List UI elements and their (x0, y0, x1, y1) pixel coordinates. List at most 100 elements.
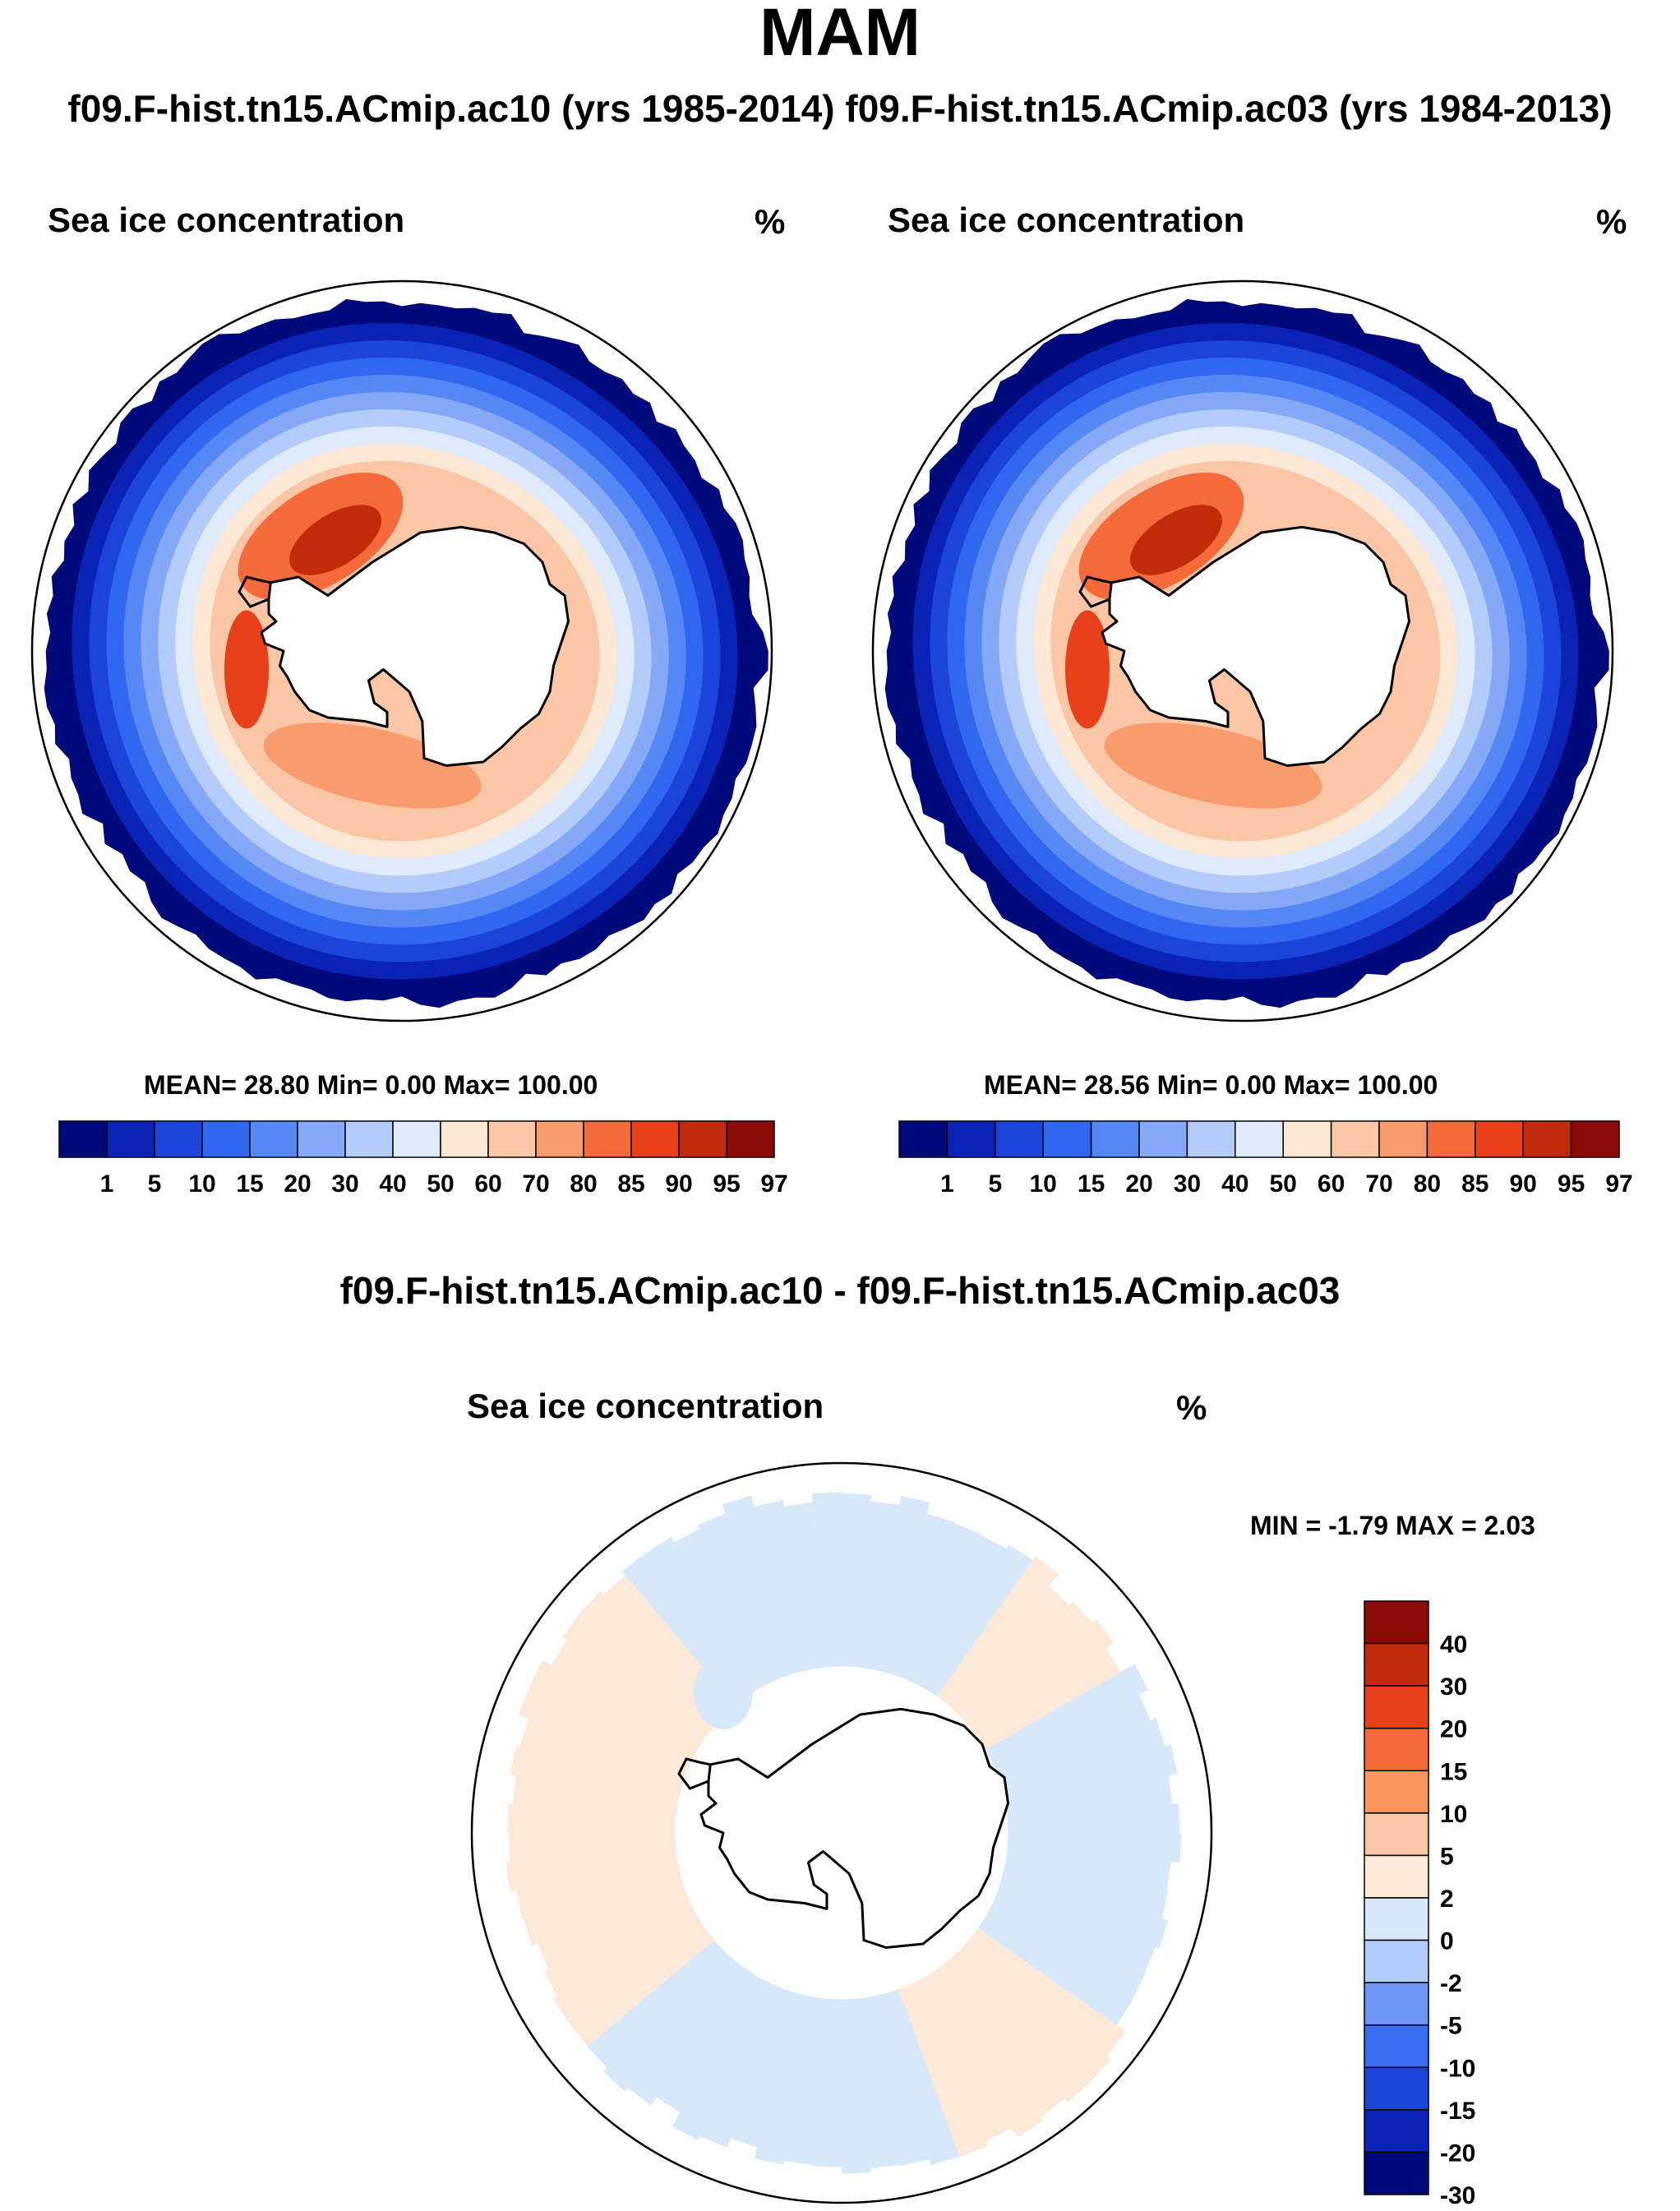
panel2-colorbar-box-12 (1475, 1120, 1524, 1158)
panel1-map-frame (30, 279, 773, 1022)
panel2-colorbar-box-9 (1330, 1120, 1380, 1158)
panel2-colorbar-label-14: 97 (1605, 1170, 1632, 1198)
panel2-colorbar: 1 5 10 15 20 30 40 50 60 70 80 85 90 95 97 (898, 1120, 1633, 1198)
panel3-sector-53 (811, 1492, 842, 1668)
panel3-colorbar-box-2 (1364, 1685, 1429, 1729)
panel1-colorbar-box-3 (201, 1120, 251, 1158)
panel2-colorbar-label-11: 85 (1461, 1170, 1488, 1198)
panel3-sector-48 (673, 1529, 772, 1689)
panel2-colorbar-label-0: 1 (940, 1170, 954, 1198)
panel1-colorbar-label-5: 30 (331, 1170, 358, 1198)
panel1-antarctica-outline (260, 525, 570, 767)
panel1-bellingshausen-high (224, 610, 269, 729)
panel2-antarctica-outline (1101, 525, 1410, 767)
panel2-colorbar-label-9: 70 (1365, 1170, 1392, 1198)
panel3-sector-20 (754, 1993, 813, 2165)
panel3-sector-35 (508, 1833, 676, 1863)
panel2-colorbar-label-3: 15 (1078, 1170, 1105, 1198)
panel2-colorbar-box-6 (1186, 1120, 1236, 1158)
panel3-colorbar-box-7 (1364, 1897, 1429, 1941)
panel3-sector-64 (969, 1619, 1115, 1738)
panel3-sector-6 (977, 1916, 1133, 2026)
panel3-colorbar-box-5 (1364, 1812, 1429, 1857)
panel3-sector-1 (1005, 1847, 1171, 1890)
panel2-colorbar-box-3 (1042, 1120, 1092, 1158)
panel2-colorbar-label-2: 10 (1030, 1170, 1057, 1198)
panel2-colorbar-box-10 (1378, 1120, 1428, 1158)
panel3-colorbar-box-8 (1364, 1939, 1429, 1983)
panel1-colorbar-label-8: 60 (474, 1170, 501, 1198)
panel1-colorbar-box-4 (249, 1120, 298, 1158)
panel3-sector-16 (856, 1996, 901, 2169)
panel2-peninsula-outline (1078, 575, 1112, 608)
panel2-colorbar-box-5 (1138, 1120, 1188, 1158)
panel1-colorbar-label-3: 15 (236, 1170, 263, 1198)
panel3-sector-59 (912, 1535, 1006, 1689)
panel3-sector-42 (551, 1640, 706, 1750)
panel2-colorbar-box-8 (1282, 1120, 1332, 1158)
panel1-colorbar-label-0: 1 (100, 1170, 114, 1198)
panel2-colorbar-box-13 (1522, 1120, 1572, 1158)
panel3-sector-49 (698, 1513, 785, 1682)
panel3-sector-19 (783, 1996, 828, 2165)
panel3-sector-57 (884, 1513, 955, 1677)
panel3-sector-66 (985, 1664, 1148, 1763)
panel3-sector-50 (722, 1495, 799, 1677)
panel3-colorbar-label-10: -10 (1440, 2055, 1475, 2082)
panel3-sector-65 (977, 1648, 1121, 1750)
panel3-sector-51 (754, 1499, 813, 1673)
panel3-sector-14 (884, 1989, 960, 2166)
panel2-map-frame (871, 279, 1614, 1022)
panel3-sector-62 (948, 1586, 1069, 1715)
panel3-colorbar-box-13 (1364, 2151, 1429, 2195)
panel2-map (871, 279, 1614, 1022)
panel1-colorbar-label-12: 90 (665, 1170, 692, 1198)
panel1-colorbar-box-11 (583, 1120, 632, 1158)
panel3-sector-39 (519, 1719, 685, 1790)
panel3-sector-11 (925, 1969, 1044, 2138)
panel3-colorbar-box-3 (1364, 1727, 1429, 1772)
panel3-sector-12 (912, 1977, 1013, 2142)
panel3-sector-33 (515, 1862, 681, 1919)
panel3-colorbar-label-5: 5 (1440, 1843, 1454, 1870)
panel3-map-frame (470, 1461, 1213, 2204)
panel2-colorbar-label-1: 5 (988, 1170, 1002, 1198)
panel3-sector-21 (730, 1989, 799, 2148)
panel2-bellingshausen-high (1065, 610, 1110, 729)
panel1-colorbar-label-7: 50 (427, 1170, 454, 1198)
panel2-colorbar-box-14 (1570, 1120, 1620, 1158)
panel3-sector-25 (627, 1960, 746, 2106)
panel3-sector-27 (587, 1940, 724, 2068)
panel3-sector-15 (870, 1993, 930, 2167)
panel2-colorbar-box-7 (1235, 1120, 1284, 1158)
panel3-sector-40 (518, 1687, 691, 1776)
panel1-colorbar-label-9: 70 (522, 1170, 549, 1198)
panel1-colorbar-box-14 (726, 1120, 775, 1158)
panel1-title: Sea ice concentration (48, 201, 405, 239)
panel3-sector-0 (1007, 1833, 1182, 1863)
panel3-sector-68 (998, 1718, 1165, 1790)
panel3-sector-61 (937, 1556, 1059, 1706)
panel3-colorbar-label-7: 0 (1440, 1928, 1454, 1955)
panel3-sector-7 (969, 1928, 1126, 2056)
panel3-colorbar-box-4 (1364, 1770, 1429, 1814)
panel1-colorbar-box-0 (58, 1120, 108, 1158)
panel3-sector-71 (1007, 1803, 1180, 1833)
panel3-sector-37 (512, 1775, 678, 1819)
panel3-sector-2 (1002, 1862, 1169, 1919)
panel2-weddell-core (1130, 505, 1222, 575)
panel3-colorbar-label-12: -20 (1440, 2139, 1475, 2167)
panel1-map (30, 279, 773, 1022)
panel1-units: % (755, 202, 786, 241)
panel2-colorbar-label-12: 90 (1510, 1170, 1537, 1198)
panel3-colorbar-label-4: 10 (1440, 1801, 1467, 1828)
panel1-colorbar-label-2: 10 (188, 1170, 215, 1198)
panel3-sector-17 (842, 1998, 872, 2174)
panel3-sector-44 (579, 1591, 724, 1726)
figure-title: MAM (759, 0, 921, 70)
panel3-sector-3 (998, 1876, 1169, 1949)
panel2-colorbar-box-2 (995, 1120, 1044, 1158)
panel3-sector-26 (602, 1950, 735, 2092)
panel3-sector-18 (812, 1998, 842, 2167)
